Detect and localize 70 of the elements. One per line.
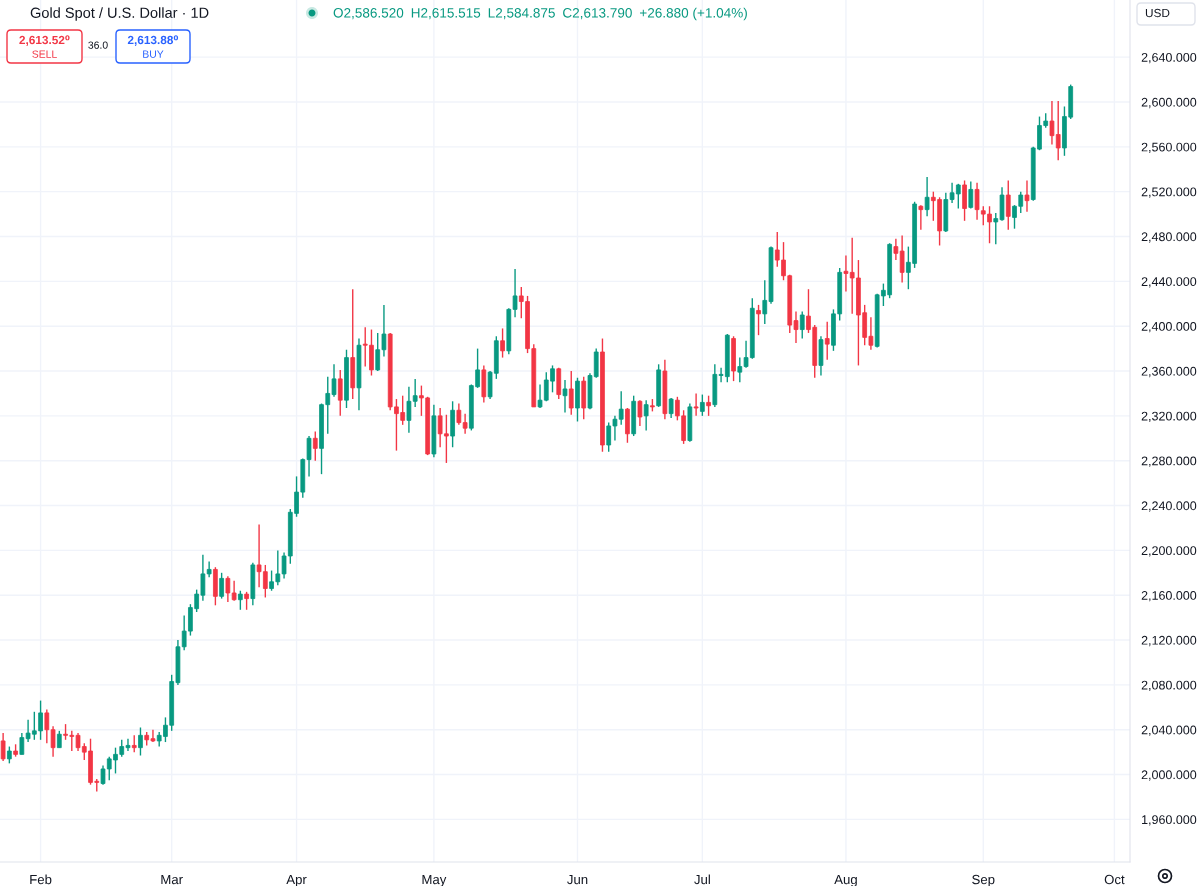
- candlestick: [0, 732, 6, 762]
- candlestick: [962, 179, 967, 222]
- candlestick: [643, 399, 649, 432]
- y-tick-label: 2,080.000: [1141, 680, 1197, 692]
- candlestick: [1005, 179, 1011, 231]
- candlestick: [219, 572, 224, 600]
- y-tick-label: 2,240.000: [1141, 501, 1197, 512]
- annotation: BUY: [143, 50, 164, 58]
- x-tick-label: Jul: [694, 874, 710, 885]
- chart-title: Gold Spot / U.S. Dollar · 1D: [30, 7, 209, 21]
- annotation: 2,613.88⁰: [127, 35, 179, 46]
- candlestick: [456, 402, 462, 426]
- y-tick-label: 2,000.000: [1141, 770, 1197, 781]
- candlestick: [924, 176, 930, 218]
- annotation: H2,615.515: [411, 8, 481, 20]
- candlestick: [756, 304, 761, 336]
- candlestick: [1024, 179, 1030, 213]
- candlestick: [19, 732, 25, 756]
- candlestick: [799, 310, 805, 340]
- annotation: L2,584.875: [488, 8, 555, 20]
- y-tick-label: 2,120.000: [1141, 635, 1197, 647]
- x-tick-label: Feb: [30, 874, 52, 885]
- text: USD: [1145, 8, 1170, 18]
- y-tick-label: 2,280.000: [1141, 456, 1197, 467]
- x-tick-label: Jun: [567, 874, 588, 885]
- candlestick: [699, 393, 705, 417]
- y-tick-label: 2,520.000: [1141, 187, 1197, 198]
- x-tick-label: Aug: [834, 874, 857, 886]
- annotation: C2,613.790: [563, 8, 632, 20]
- y-tick-label: 2,440.000: [1141, 277, 1197, 288]
- candlestick: [231, 579, 237, 602]
- y-tick-label: 2,200.000: [1141, 546, 1197, 557]
- candlestick: [462, 412, 468, 435]
- candlestick: [337, 369, 343, 417]
- annotation: O2,586.520: [333, 8, 404, 20]
- candlestick: [138, 726, 143, 757]
- annotation: +26.880 (+1.04%): [640, 7, 747, 21]
- y-tick-label: 2,560.000: [1141, 142, 1197, 153]
- y-tick-label: 2,480.000: [1141, 232, 1197, 243]
- annotation: 2,613.52⁰: [19, 35, 70, 46]
- candlestick: [968, 180, 974, 210]
- y-tick-label: 2,360.000: [1141, 366, 1197, 378]
- x-tick-label: Oct: [1104, 874, 1125, 885]
- x-tick-label: Mar: [161, 874, 183, 885]
- candlestick: [706, 394, 711, 417]
- candlestick: [974, 182, 980, 221]
- y-tick-label: 2,320.000: [1141, 411, 1197, 422]
- candlestick: [693, 392, 699, 417]
- annotation: SELL: [32, 50, 57, 58]
- candlestick: [893, 238, 899, 261]
- candlestick: [824, 321, 830, 361]
- y-tick-label: 2,600.000: [1141, 97, 1197, 109]
- candlestick: [637, 399, 643, 427]
- y-tick-label: 2,040.000: [1141, 725, 1197, 736]
- candlestick: [918, 204, 924, 231]
- candlestick: [568, 370, 574, 416]
- y-tick-label: 2,160.000: [1141, 591, 1197, 602]
- candlestick: [225, 575, 231, 603]
- x-tick-label: Apr: [286, 874, 307, 886]
- candlestick: [899, 234, 905, 284]
- x-tick-label: Sep: [972, 874, 995, 886]
- candlestick: [562, 379, 568, 414]
- y-tick-label: 1,960.000: [1142, 815, 1197, 826]
- y-tick-label: 2,640.000: [1141, 52, 1197, 64]
- candlestick: [312, 430, 318, 462]
- x-tick-label: May: [422, 874, 447, 886]
- candlestick: [500, 327, 505, 359]
- candlestick: [238, 590, 243, 611]
- y-tick-label: 2,400.000: [1141, 321, 1197, 333]
- annotation: 36.0: [88, 41, 108, 49]
